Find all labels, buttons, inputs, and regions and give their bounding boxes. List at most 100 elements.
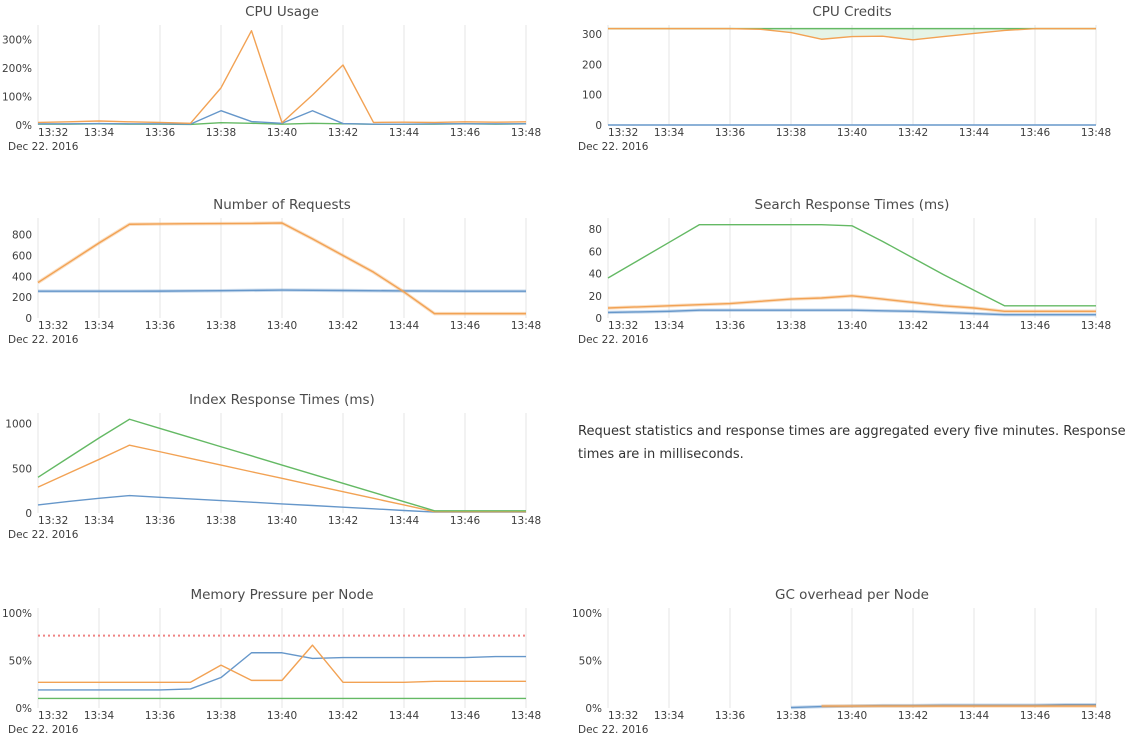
- x-tick-label: 13:38: [776, 710, 806, 722]
- x-tick-label: 13:36: [715, 320, 746, 332]
- y-tick-label: 800: [12, 230, 32, 242]
- chart-title: Search Response Times (ms): [755, 197, 950, 213]
- x-tick-label: 13:34: [84, 127, 115, 139]
- x-tick-label: 13:44: [959, 127, 990, 139]
- y-tick-label: 20: [589, 291, 602, 303]
- chart-svg-search-response-times: Search Response Times (ms) 0 20 40 60 80 13:32…: [578, 197, 1111, 346]
- chart-index-response-times: Index Response Times (ms) 0 500 1000 13:32 13…: [0, 388, 561, 553]
- x-tick-label: 13:42: [328, 710, 358, 722]
- x-tick-label: 13:32: [608, 320, 638, 332]
- x-tick-label: 13:32: [38, 320, 68, 332]
- series-blue: [38, 652, 526, 691]
- chart-svg-number-of-requests: Number of Requests 0 200 400 600 800 13:32 13:3…: [8, 197, 541, 346]
- x-tick-label: 13:36: [715, 127, 746, 139]
- y-tick-label: 50%: [579, 655, 602, 667]
- x-tick-label: 13:36: [145, 127, 176, 139]
- x-tick-label: 13:34: [654, 710, 685, 722]
- y-tick-label: 60: [589, 246, 602, 258]
- chart-memory-pressure-per-node: Memory Pressure per Node 0% 50% 100% 13:32 13…: [0, 583, 561, 748]
- x-tick-label: 13:48: [511, 127, 541, 139]
- y-tick-label: 300%: [2, 34, 32, 46]
- x-axis-date-label: Dec 22. 2016: [578, 141, 649, 153]
- x-tick-label: 13:44: [959, 320, 990, 332]
- x-axis-date-label: Dec 22. 2016: [8, 529, 79, 541]
- x-tick-label: 13:44: [959, 710, 990, 722]
- y-tick-label: 400: [12, 271, 32, 283]
- x-tick-label: 13:46: [450, 710, 481, 722]
- chart-svg-cpu-credits: CPU Credits 0 100 200 300 13:32 13:34 13:36 13:3…: [578, 4, 1111, 153]
- chart-svg-memory-pressure-per-node: Memory Pressure per Node 0% 50% 100% 13:32 13…: [2, 587, 541, 736]
- x-axis-date-label: Dec 22. 2016: [8, 724, 79, 736]
- x-axis-date-label: Dec 22. 2016: [578, 334, 649, 346]
- x-tick-label: 13:48: [1081, 710, 1111, 722]
- x-axis-date-label: Dec 22. 2016: [578, 724, 649, 736]
- x-tick-label: 13:36: [145, 515, 176, 527]
- x-tick-label: 13:42: [898, 710, 928, 722]
- y-tick-label: 0%: [585, 703, 602, 715]
- x-tick-label: 13:40: [837, 710, 867, 722]
- x-tick-label: 13:36: [715, 710, 746, 722]
- x-tick-label: 13:32: [608, 127, 638, 139]
- x-tick-label: 13:44: [389, 710, 420, 722]
- x-tick-label: 13:40: [267, 515, 297, 527]
- band-fill: [608, 28, 1096, 40]
- series-blue: [38, 289, 526, 292]
- x-tick-label: 13:34: [84, 515, 115, 527]
- x-tick-label: 13:32: [608, 710, 638, 722]
- y-tick-label: 50%: [9, 655, 32, 667]
- x-tick-label: 13:32: [38, 127, 68, 139]
- x-tick-label: 13:44: [389, 320, 420, 332]
- x-tick-label: 13:38: [776, 127, 806, 139]
- y-tick-label: 200: [12, 292, 32, 304]
- x-axis-date-label: Dec 22. 2016: [8, 141, 79, 153]
- y-tick-label: 0%: [15, 703, 32, 715]
- x-tick-label: 13:46: [450, 515, 481, 527]
- x-tick-label: 13:34: [84, 710, 115, 722]
- x-tick-label: 13:42: [898, 320, 928, 332]
- chart-cpu-usage: CPU Usage 0% 100% 200% 300% 13:32 13:34 13:36 13…: [0, 0, 561, 165]
- aggregation-note: Request statistics and response times ar…: [578, 424, 1126, 462]
- y-tick-label: 100%: [2, 608, 32, 620]
- x-tick-label: 13:42: [328, 515, 358, 527]
- series-blue: [607, 309, 1096, 316]
- x-tick-label: 13:38: [206, 127, 236, 139]
- x-axis-date-label: Dec 22. 2016: [8, 334, 79, 346]
- x-tick-label: 13:44: [389, 127, 420, 139]
- chart-title: GC overhead per Node: [775, 587, 929, 603]
- x-tick-label: 13:32: [38, 515, 68, 527]
- chart-title: CPU Usage: [245, 4, 319, 20]
- x-tick-label: 13:46: [450, 320, 481, 332]
- x-tick-label: 13:46: [450, 127, 481, 139]
- x-tick-label: 13:40: [267, 127, 297, 139]
- x-tick-label: 13:48: [511, 320, 541, 332]
- series-orange: [37, 444, 526, 513]
- x-tick-label: 13:40: [267, 320, 297, 332]
- y-tick-label: 200%: [2, 63, 32, 75]
- x-tick-label: 13:46: [1020, 710, 1051, 722]
- x-tick-label: 13:42: [328, 127, 358, 139]
- y-tick-label: 500: [12, 463, 32, 475]
- x-tick-label: 13:48: [1081, 127, 1111, 139]
- x-tick-label: 13:34: [654, 127, 685, 139]
- x-tick-label: 13:38: [776, 320, 806, 332]
- y-tick-label: 100: [582, 90, 602, 102]
- x-tick-label: 13:48: [511, 710, 541, 722]
- x-tick-label: 13:40: [267, 710, 297, 722]
- series-orange: [37, 222, 526, 315]
- chart-title: Index Response Times (ms): [189, 392, 375, 408]
- x-tick-label: 13:46: [1020, 320, 1051, 332]
- y-tick-label: 300: [582, 29, 602, 41]
- y-tick-label: 0: [595, 120, 602, 132]
- chart-svg-gc-overhead-per-node: GC overhead per Node 0% 50% 100% 13:32 13:34 1…: [572, 587, 1111, 736]
- x-tick-label: 13:42: [898, 127, 928, 139]
- x-tick-label: 13:40: [837, 320, 867, 332]
- x-tick-label: 13:48: [511, 515, 541, 527]
- y-tick-label: 0: [25, 508, 32, 520]
- series-orange: [607, 295, 1096, 313]
- x-tick-label: 13:36: [145, 710, 176, 722]
- y-tick-label: 0: [595, 313, 602, 325]
- series-green: [607, 223, 1096, 307]
- x-tick-label: 13:38: [206, 320, 236, 332]
- y-tick-label: 0%: [15, 120, 32, 132]
- series-orange: [37, 30, 527, 124]
